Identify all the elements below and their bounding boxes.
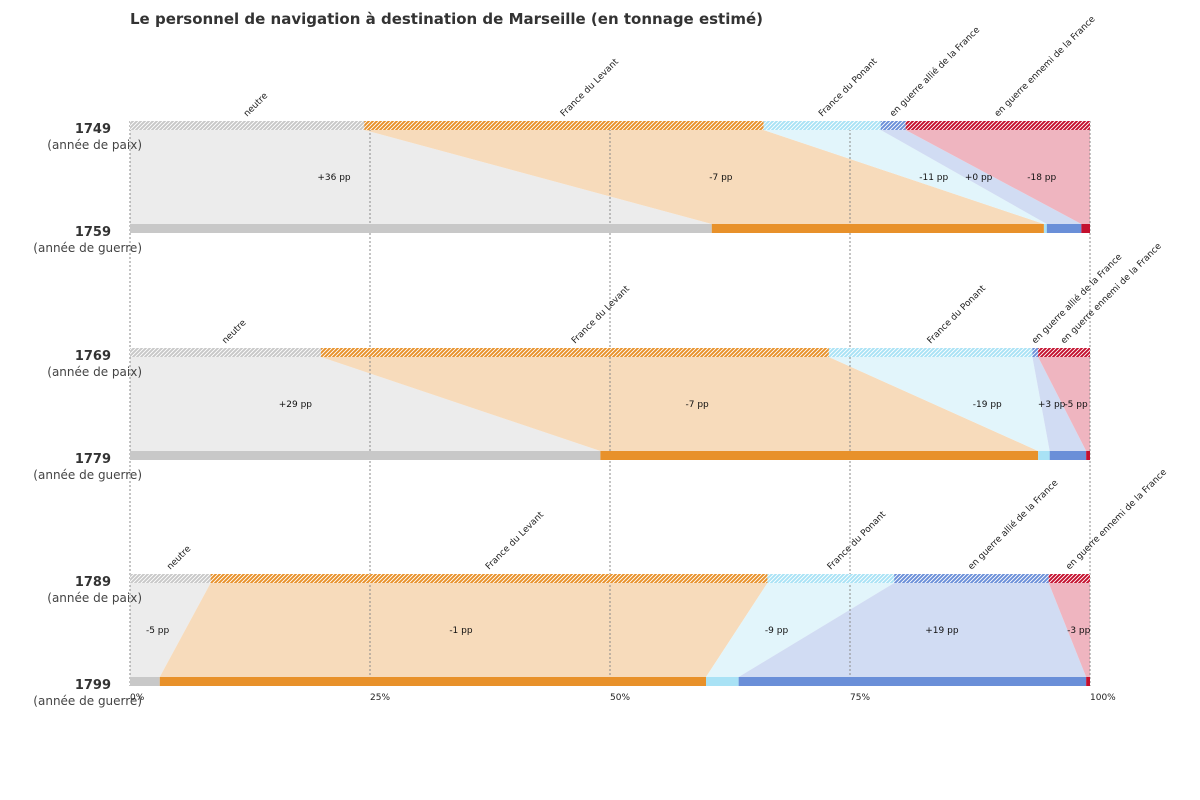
- bar-1769-en-guerre-ennemi-de-la-france: [1038, 348, 1090, 357]
- bar-1769-france-du-levant: [321, 348, 829, 357]
- category-label-1749-france-du-ponant: France du Ponant: [817, 56, 880, 119]
- year-sublabel-1769: (année de paix): [47, 365, 142, 379]
- bar-1799-neutre: [130, 677, 160, 686]
- bar-1779-neutre: [130, 451, 601, 460]
- chart-title: Le personnel de navigation à destination…: [130, 10, 764, 28]
- x-tick-label-25: 25%: [370, 693, 390, 703]
- delta-label-1769-france-du-ponant: -19 pp: [973, 400, 1002, 410]
- bar-1759-en-guerre-allie-de-la-france: [1046, 224, 1082, 233]
- category-label-1769-france-du-ponant: France du Ponant: [926, 283, 989, 346]
- year-sublabel-1799: (année de guerre): [33, 694, 142, 708]
- bar-1759-france-du-ponant: [1043, 224, 1047, 233]
- bar-1759-neutre: [130, 224, 712, 233]
- band-1749-en-guerre-ennemi-de-la-france: [905, 130, 1090, 224]
- delta-label-1769-france-du-levant: -7 pp: [685, 400, 709, 410]
- category-label-1789-neutre: neutre: [165, 544, 193, 572]
- bar-1799-en-guerre-allie-de-la-france: [738, 677, 1087, 686]
- x-tick-label-100: 100%: [1090, 693, 1116, 703]
- band-1769-neutre: [130, 357, 601, 451]
- bar-1769-france-du-ponant: [828, 348, 1033, 357]
- delta-label-1789-en-guerre-ennemi-de-la-france: -3 pp: [1067, 626, 1091, 636]
- band-1749-france-du-ponant: [763, 130, 1047, 224]
- category-label-1789-france-du-ponant: France du Ponant: [826, 509, 889, 572]
- x-tick-label-75: 75%: [850, 693, 870, 703]
- transition-bands: [130, 130, 1090, 677]
- bar-1789-en-guerre-ennemi-de-la-france: [1048, 574, 1090, 583]
- band-1769-en-guerre-ennemi-de-la-france: [1038, 357, 1090, 451]
- band-1749-neutre: [130, 130, 712, 224]
- bar-1759-france-du-levant: [711, 224, 1044, 233]
- delta-label-1789-neutre: -5 pp: [146, 626, 170, 636]
- year-label-1769: 1769: [75, 349, 111, 364]
- delta-label-1749-france-du-levant: -7 pp: [709, 173, 733, 183]
- band-1789-en-guerre-allie-de-la-france: [738, 583, 1087, 677]
- category-label-1789-en-guerre-ennemi-de-la-france: en guerre ennemi de la France: [1064, 467, 1169, 572]
- delta-label-1789-en-guerre-allie-de-la-france: +19 pp: [925, 626, 959, 636]
- bars: [130, 121, 1090, 686]
- bar-1799-france-du-levant: [159, 677, 706, 686]
- bar-1769-en-guerre-allie-de-la-france: [1032, 348, 1039, 357]
- bar-1779-france-du-levant: [600, 451, 1039, 460]
- bar-1759-en-guerre-ennemi-de-la-france: [1081, 224, 1090, 233]
- category-label-1749-en-guerre-ennemi-de-la-france: en guerre ennemi de la France: [993, 14, 1098, 119]
- delta-label-1749-neutre: +36 pp: [317, 173, 351, 183]
- band-1789-en-guerre-ennemi-de-la-france: [1048, 583, 1090, 677]
- year-label-1799: 1799: [75, 678, 111, 693]
- bar-1799-france-du-ponant: [706, 677, 739, 686]
- bar-1789-france-du-levant: [210, 574, 768, 583]
- band-1789-france-du-levant: [159, 583, 768, 677]
- delta-label-1789-france-du-levant: -1 pp: [449, 626, 473, 636]
- bar-1749-en-guerre-ennemi-de-la-france: [905, 121, 1090, 130]
- x-tick-label-0: 0%: [130, 693, 145, 703]
- delta-label-1749-en-guerre-ennemi-de-la-france: -18 pp: [1027, 173, 1056, 183]
- year-label-1749: 1749: [75, 122, 111, 137]
- bar-1769-neutre: [130, 348, 322, 357]
- year-label-1789: 1789: [75, 575, 111, 590]
- band-1749-france-du-levant: [364, 130, 1044, 224]
- delta-label-1769-neutre: +29 pp: [279, 400, 313, 410]
- year-sublabel-1779: (année de guerre): [33, 468, 142, 482]
- category-label-1749-en-guerre-allie-de-la-france: en guerre allié de la France: [888, 24, 983, 119]
- bar-1789-neutre: [130, 574, 211, 583]
- delta-label-1769-en-guerre-allie-de-la-france: +3 pp: [1038, 400, 1066, 410]
- category-label-1789-france-du-levant: France du Levant: [484, 510, 546, 572]
- band-1789-neutre: [130, 583, 211, 677]
- bar-1749-neutre: [130, 121, 365, 130]
- band-1769-en-guerre-allie-de-la-france: [1032, 357, 1087, 451]
- band-1769-france-du-ponant: [828, 357, 1050, 451]
- bar-1779-en-guerre-ennemi-de-la-france: [1086, 451, 1090, 460]
- band-1749-en-guerre-allie-de-la-france: [880, 130, 1082, 224]
- bar-1749-france-du-ponant: [763, 121, 881, 130]
- band-1789-france-du-ponant: [706, 583, 895, 677]
- band-1769-france-du-levant: [321, 357, 1039, 451]
- delta-label-1769-en-guerre-ennemi-de-la-france: -5 pp: [1064, 400, 1088, 410]
- year-label-1759: 1759: [75, 225, 111, 240]
- category-label-1749-neutre: neutre: [242, 91, 270, 119]
- bar-1779-en-guerre-allie-de-la-france: [1049, 451, 1087, 460]
- category-label-1769-france-du-levant: France du Levant: [570, 284, 632, 346]
- bar-1749-france-du-levant: [364, 121, 764, 130]
- year-label-1779: 1779: [75, 452, 111, 467]
- bar-1799-en-guerre-ennemi-de-la-france: [1086, 677, 1090, 686]
- delta-label-1749-france-du-ponant: -11 pp: [919, 173, 948, 183]
- delta-label-1789-france-du-ponant: -9 pp: [765, 626, 789, 636]
- bar-1789-france-du-ponant: [767, 574, 895, 583]
- bar-1779-france-du-ponant: [1038, 451, 1050, 460]
- category-label-1789-en-guerre-allie-de-la-france: en guerre allié de la France: [966, 477, 1061, 572]
- x-tick-label-50: 50%: [610, 693, 630, 703]
- year-sublabel-1759: (année de guerre): [33, 241, 142, 255]
- category-label-1769-neutre: neutre: [221, 318, 249, 346]
- delta-label-1749-en-guerre-allie-de-la-france: +0 pp: [965, 173, 993, 183]
- bar-1749-en-guerre-allie-de-la-france: [880, 121, 906, 130]
- bar-1789-en-guerre-allie-de-la-france: [894, 574, 1049, 583]
- year-sublabel-1789: (année de paix): [47, 591, 142, 605]
- category-label-1749-france-du-levant: France du Levant: [559, 57, 621, 119]
- year-sublabel-1749: (année de paix): [47, 138, 142, 152]
